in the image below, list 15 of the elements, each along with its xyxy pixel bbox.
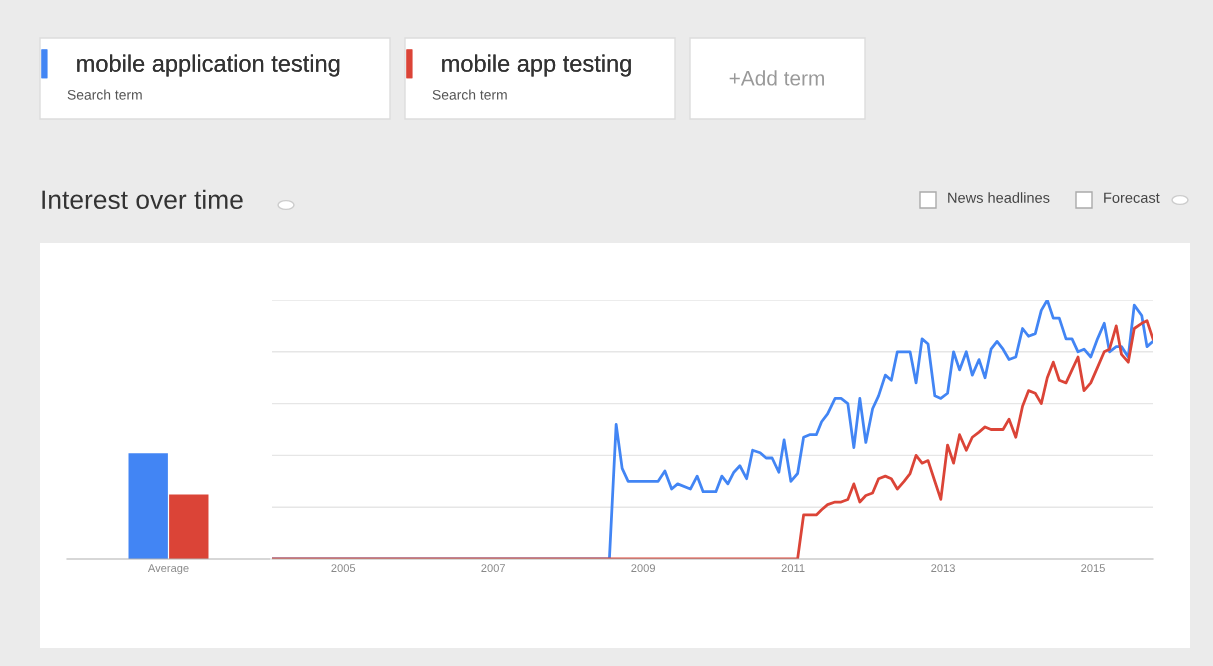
text: Search term [432, 89, 507, 100]
text: Search term [67, 89, 142, 100]
x-tick-label: 2013 [931, 564, 955, 573]
legend-label: mobile application testing [77, 54, 340, 77]
chart-title: Interest over time [42, 189, 243, 210]
x-tick-label: 2005 [331, 564, 356, 573]
x-tick-label: 2015 [1081, 564, 1105, 573]
text: Forecast [1104, 192, 1160, 203]
text: +Add term [729, 70, 824, 86]
x-tick-label: 2009 [631, 564, 655, 573]
x-tick-label: 2011 [781, 564, 805, 573]
x-tick-label: 2007 [481, 564, 505, 573]
legend-label: mobile app testing [442, 54, 631, 77]
x-tick-label: Average [147, 564, 189, 575]
text: News headlines [948, 192, 1050, 203]
